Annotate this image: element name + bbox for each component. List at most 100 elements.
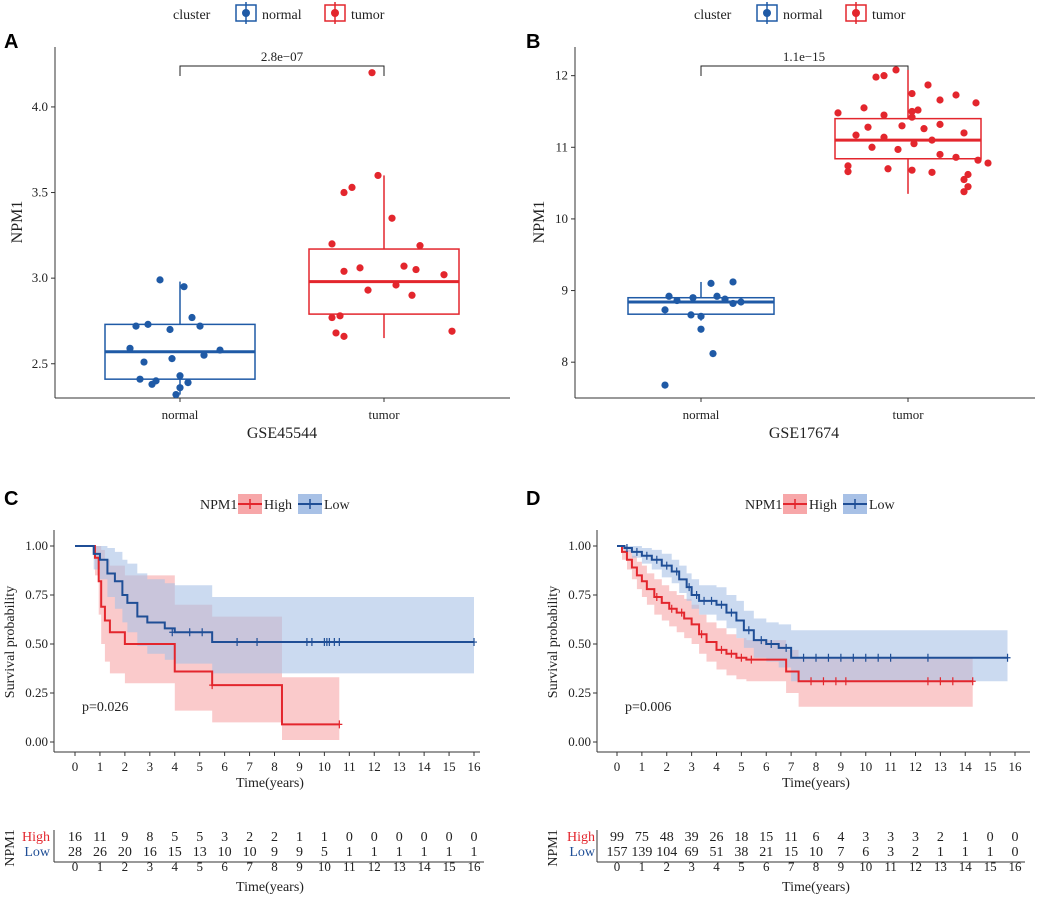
- data-point-normal: [156, 276, 164, 284]
- data-point-tumor: [844, 168, 852, 176]
- x-tick-label: 2: [122, 759, 129, 774]
- panel-letter-c: C: [4, 488, 18, 510]
- risk-x-tick-label: 7: [246, 859, 253, 874]
- risk-count-low: 1: [962, 845, 969, 860]
- data-point-tumor: [928, 168, 936, 176]
- x-tick-label: 2: [664, 759, 671, 774]
- risk-x-tick-label: 16: [468, 859, 482, 874]
- censor-mark-high: [842, 677, 849, 686]
- risk-table-x-title: Time(years): [782, 880, 850, 895]
- censor-mark-high: [653, 592, 660, 601]
- x-tick-label: 13: [393, 759, 406, 774]
- risk-count-low: 1: [371, 845, 378, 860]
- risk-table: NPM1 High Low 16 11 9 8 5 5 3 2 2 1 1 0 0 0 0 0 028 26 20 1…: [3, 829, 484, 895]
- risk-count-high: 0: [446, 830, 453, 845]
- risk-count-high: 6: [813, 830, 820, 845]
- legend-label-low: Low: [324, 498, 351, 513]
- x-tick-label: 4: [172, 759, 179, 774]
- data-point-tumor: [336, 312, 344, 320]
- risk-count-high: 15: [759, 830, 773, 845]
- risk-count-low: 1: [396, 845, 403, 860]
- risk-count-low: 26: [93, 845, 107, 860]
- risk-row-label-high: High: [567, 830, 595, 845]
- data-point-tumor: [400, 262, 408, 270]
- y-tick-label: 11: [555, 139, 568, 154]
- x-tick-label: normal: [162, 407, 199, 422]
- censor-mark-low: [745, 626, 752, 635]
- censor-mark-low: [686, 583, 693, 592]
- risk-x-tick-label: 8: [271, 859, 278, 874]
- data-point-normal: [136, 375, 144, 383]
- risk-count-low: 1: [987, 845, 994, 860]
- risk-x-tick-label: 10: [318, 859, 331, 874]
- legend-b: cluster normal tumor: [694, 2, 906, 24]
- data-point-normal: [140, 358, 148, 366]
- risk-count-low: 9: [296, 845, 303, 860]
- data-point-normal: [689, 294, 697, 302]
- censor-mark-low: [701, 596, 708, 605]
- data-point-normal: [709, 349, 717, 358]
- legend-key-tumor: [324, 2, 346, 24]
- y-tick-label: 0.25: [25, 685, 48, 700]
- data-point-tumor: [852, 131, 860, 139]
- censor-mark-low: [673, 567, 680, 576]
- y-tick-label: 9: [562, 283, 569, 298]
- x-tick-label: 6: [221, 759, 228, 774]
- risk-count-low: 20: [118, 845, 132, 860]
- censor-mark-high: [924, 677, 931, 686]
- x-axis-title: GSE45544: [247, 425, 317, 442]
- data-point-tumor: [898, 122, 906, 130]
- censor-mark-low: [924, 653, 931, 662]
- x-ticks: 0 1 2 3 4 5 6 7 8 9 10 11 12 13 14 15 16: [72, 752, 481, 774]
- data-point-normal: [166, 325, 174, 334]
- risk-x-tick-label: 1: [639, 859, 646, 874]
- risk-count-high: 0: [987, 830, 994, 845]
- survival-curve-low: [75, 545, 474, 644]
- data-point-tumor: [974, 156, 982, 164]
- risk-count-low: 28: [68, 845, 82, 860]
- risk-x-tick-label: 13: [934, 859, 947, 874]
- risk-count-low: 6: [862, 845, 869, 860]
- x-tick-label: 3: [688, 759, 695, 774]
- data-point-normal: [673, 296, 681, 305]
- p-value-label: p=0.026: [82, 700, 128, 715]
- legend-title: cluster: [694, 8, 732, 23]
- x-tick-label: 9: [296, 759, 303, 774]
- data-point-tumor: [374, 171, 382, 180]
- risk-count-high: 1: [321, 830, 328, 845]
- data-point-tumor: [440, 271, 448, 279]
- data-point-tumor: [348, 183, 356, 191]
- risk-row-label-low: Low: [24, 845, 51, 860]
- data-point-tumor: [392, 281, 400, 289]
- x-tick-label: 11: [884, 759, 897, 774]
- censor-mark-low: [813, 653, 819, 662]
- risk-count-high: 11: [784, 830, 797, 845]
- legend-key-normal: [756, 2, 778, 24]
- data-point-tumor: [328, 240, 336, 248]
- censor-mark-low: [800, 653, 807, 662]
- risk-count-high: 0: [346, 830, 353, 845]
- data-point-tumor: [936, 120, 944, 128]
- risk-count-low: 10: [809, 845, 823, 860]
- y-tick-label: 8: [562, 354, 569, 369]
- risk-count-low: 139: [631, 845, 652, 860]
- data-point-normal: [687, 311, 695, 319]
- risk-count-low: 10: [243, 845, 257, 860]
- data-point-tumor: [834, 109, 842, 117]
- p-value-label: p=0.006: [625, 700, 671, 715]
- y-tick-label: 4.0: [32, 99, 48, 114]
- x-ticks: 0 1 2 3 4 5 6 7 8 9 10 11 12 13 14 15 16: [614, 752, 1022, 774]
- x-tick-label: 16: [1009, 759, 1023, 774]
- data-point-normal: [148, 380, 156, 388]
- data-point-tumor: [880, 111, 888, 119]
- risk-count-high: 1: [296, 830, 303, 845]
- data-point-normal: [180, 283, 188, 291]
- censor-mark-low: [718, 600, 725, 609]
- censor-mark-low: [199, 628, 206, 637]
- x-tick-label: 10: [318, 759, 331, 774]
- risk-count-high: 48: [660, 830, 674, 845]
- risk-count-high: 99: [610, 830, 624, 845]
- censor-mark-high: [668, 604, 675, 613]
